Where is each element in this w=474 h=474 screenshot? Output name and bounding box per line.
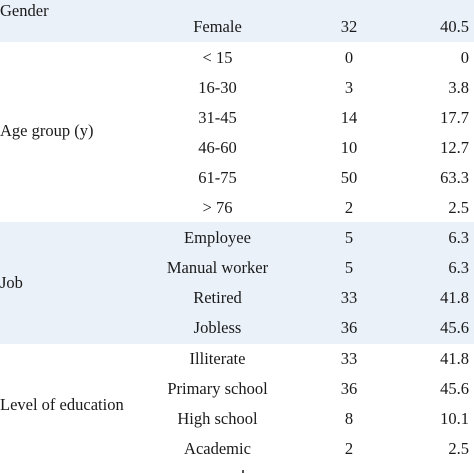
row-sublabel: Manual worker xyxy=(166,258,269,277)
row-percent: 17.7 xyxy=(440,108,469,127)
row-count: 36 xyxy=(340,318,358,337)
row-percent: 0 xyxy=(460,48,469,67)
group-gender: Gender Female 32 40.5 xyxy=(0,0,474,42)
row-count: 5 xyxy=(344,258,354,277)
row-count: 10 xyxy=(340,138,358,157)
row-sublabel: Jobless xyxy=(193,318,242,337)
row-count: 33 xyxy=(340,349,358,368)
row-count: 8 xyxy=(344,409,354,428)
group-label: Age group (y) xyxy=(0,121,94,140)
row-percent: 10.1 xyxy=(440,409,469,428)
row-count: 36 xyxy=(340,379,358,398)
row-sublabel: Retired xyxy=(193,288,242,307)
row-percent: 40.5 xyxy=(440,17,469,36)
row-count: 2 xyxy=(344,198,354,217)
row-sublabel: 16-30 xyxy=(198,78,237,97)
group-label: Level of education xyxy=(0,395,124,414)
row-sublabel: 31-45 xyxy=(198,108,237,127)
group-label: Gender xyxy=(0,1,49,20)
row-sublabel: Academic xyxy=(184,439,251,458)
row-sublabel: High school xyxy=(177,409,258,428)
group-label: Job xyxy=(0,273,23,292)
row-percent: 12.7 xyxy=(440,138,469,157)
group-education: Level of education Illiterate 33 41.8 Pr… xyxy=(0,344,474,474)
row-percent: 6.3 xyxy=(448,228,469,247)
row-count: 50 xyxy=(340,168,358,187)
row-count: 5 xyxy=(344,228,354,247)
row-sublabel: 46-60 xyxy=(198,138,237,157)
row-percent: 2.5 xyxy=(448,439,469,458)
row-sublabel: Employee xyxy=(184,228,251,247)
row-count: 0 xyxy=(344,48,354,67)
row-count: 14 xyxy=(340,108,358,127)
group-job: Job Employee 5 6.3 Manual worker 5 6.3 R… xyxy=(0,222,474,344)
row-percent: 41.8 xyxy=(440,349,469,368)
row-count: 2 xyxy=(344,439,354,458)
row-sublabel: < 15 xyxy=(202,48,233,67)
row-sublabel: Primary school xyxy=(167,379,268,398)
row-percent: 2.5 xyxy=(448,198,469,217)
row-percent: 45.6 xyxy=(440,379,469,398)
row-sublabel: 61-75 xyxy=(198,168,237,187)
row-percent: 41.8 xyxy=(440,288,469,307)
row-percent: 6.3 xyxy=(448,258,469,277)
row-sublabel: > 76 xyxy=(202,198,233,217)
row-count: 33 xyxy=(340,288,358,307)
row-count: 3 xyxy=(344,78,354,97)
row-sublabel: Illiterate xyxy=(189,349,246,368)
row-percent: 3.8 xyxy=(448,78,469,97)
row-percent: 45.6 xyxy=(440,318,469,337)
group-age: Age group (y) < 15 0 0 16-30 3 3.8 31-45… xyxy=(0,42,474,222)
bottom-edge-mark xyxy=(242,470,244,473)
row-percent: 63.3 xyxy=(440,168,469,187)
row-count: 32 xyxy=(340,17,358,36)
row-sublabel: Female xyxy=(193,17,242,36)
